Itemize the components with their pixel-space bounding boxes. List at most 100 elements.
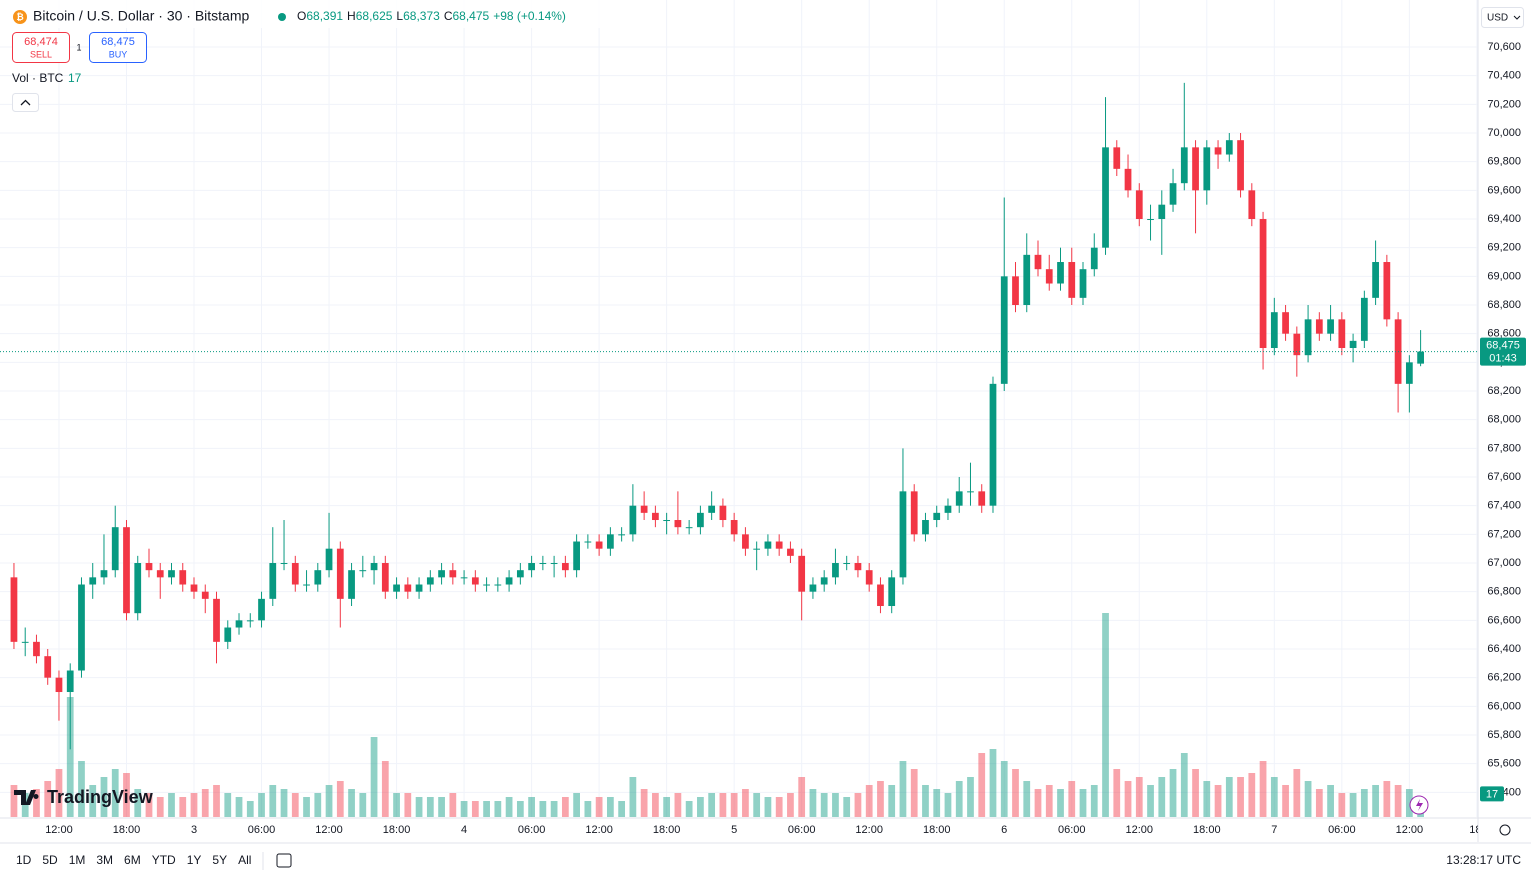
- y-tick-label: 66,400: [1487, 643, 1521, 655]
- candle-body: [832, 563, 839, 578]
- candle-body: [944, 505, 952, 513]
- logo-text[interactable]: TradingView: [47, 787, 154, 807]
- volume-bar: [303, 797, 310, 817]
- candle-body: [78, 584, 85, 671]
- x-tick-label: 18:00: [383, 824, 411, 836]
- range-button[interactable]: 1Y: [187, 853, 202, 867]
- range-button[interactable]: YTD: [152, 853, 176, 867]
- candle-body: [877, 584, 884, 607]
- sell-button[interactable]: [12, 32, 70, 63]
- volume-bar: [584, 801, 592, 817]
- range-button[interactable]: 5D: [42, 853, 58, 867]
- settings-icon[interactable]: [1499, 824, 1511, 836]
- volume-bar: [550, 801, 558, 817]
- volume-bar: [89, 785, 97, 817]
- candle-body: [246, 620, 254, 622]
- volume-bar: [865, 785, 873, 817]
- collapse-button[interactable]: [12, 93, 39, 112]
- volume-bar: [426, 797, 434, 817]
- candle-body: [775, 541, 783, 549]
- volume-value: 17: [68, 71, 82, 85]
- x-tick-label: 18:00: [923, 824, 951, 836]
- candle-body: [303, 584, 310, 586]
- volume-bar: [449, 793, 457, 817]
- ohlc-value: 68,475: [452, 9, 489, 23]
- symbol-title[interactable]: Bitcoin / U.S. Dollar · 30 · Bitstamp: [33, 8, 250, 24]
- volume-bar: [989, 749, 997, 817]
- candle-body: [539, 563, 547, 565]
- volume-bar: [1225, 777, 1233, 817]
- volume-bar: [1282, 785, 1289, 817]
- ohlc-legend: O68,391 H68,625 L68,373 C68,475 +98 (+0.14%): [297, 9, 566, 23]
- volume-bar: [640, 789, 648, 817]
- volume-bar: [944, 793, 952, 817]
- volume-bar: [415, 797, 423, 817]
- volume-bar: [1248, 773, 1256, 817]
- volume-bar: [528, 797, 535, 817]
- volume-bar: [280, 789, 288, 817]
- market-status: [278, 13, 286, 21]
- ohlc-key: O: [297, 9, 306, 23]
- candle-body: [1417, 351, 1424, 364]
- volume-bar: [663, 797, 671, 817]
- volume-bar: [573, 793, 580, 817]
- range-button[interactable]: All: [238, 853, 251, 867]
- volume-bar: [1113, 769, 1121, 817]
- y-tick-label: 67,800: [1487, 442, 1521, 454]
- ohlc-key: L: [396, 9, 403, 23]
- x-tick-label: 12:00: [315, 824, 343, 836]
- candle-body: [471, 577, 479, 585]
- buy-price: 68,475: [101, 36, 135, 48]
- range-button[interactable]: 6M: [124, 853, 141, 867]
- candle-body: [1293, 333, 1301, 356]
- candle-body: [123, 527, 130, 614]
- volume-bar: [1045, 785, 1053, 817]
- price-tag-countdown: 01:43: [1489, 353, 1517, 365]
- candle-body: [1169, 183, 1177, 205]
- candle-body: [89, 577, 97, 585]
- volume-bar: [1214, 785, 1222, 817]
- candle-body: [955, 491, 963, 506]
- volume-bar: [730, 793, 738, 817]
- volume-bar: [123, 773, 130, 817]
- volume-bar: [370, 737, 378, 817]
- y-tick-label: 69,000: [1487, 270, 1521, 282]
- coin-icon: [13, 10, 27, 24]
- candle-body: [1405, 362, 1413, 384]
- candle-body: [314, 570, 322, 585]
- candle-body: [1315, 319, 1323, 334]
- date-range-icon[interactable]: [276, 853, 292, 868]
- x-tick-label: 5: [731, 824, 737, 836]
- volume-bar: [359, 793, 367, 817]
- candle-body: [1214, 147, 1222, 155]
- candle-body: [753, 548, 761, 550]
- volume-bar: [1135, 777, 1143, 817]
- candle-body: [1068, 262, 1076, 298]
- range-button[interactable]: 1M: [69, 853, 86, 867]
- buy-button[interactable]: [89, 32, 147, 63]
- candle-body: [854, 563, 862, 571]
- range-button[interactable]: 1D: [16, 853, 32, 867]
- volume-bar: [967, 777, 974, 817]
- currency-button[interactable]: [1481, 7, 1524, 28]
- candle-body: [742, 534, 749, 549]
- volume-bar: [179, 797, 187, 817]
- candle-body: [708, 505, 716, 513]
- assistant-bolt: [1416, 799, 1423, 811]
- volume-bar: [1068, 781, 1076, 817]
- volume-bar: [1012, 769, 1019, 817]
- range-button[interactable]: 5Y: [212, 853, 227, 867]
- candle-body: [258, 598, 265, 621]
- volume-bar: [899, 761, 907, 817]
- volume-bar: [685, 801, 693, 817]
- candle-body: [1372, 262, 1379, 298]
- currency: USD: [1487, 13, 1508, 24]
- candle-body: [1259, 219, 1267, 349]
- x-tick-label: 06:00: [1058, 824, 1086, 836]
- candle-body: [1192, 147, 1199, 191]
- range-button[interactable]: 3M: [96, 853, 113, 867]
- volume-bar: [1237, 777, 1244, 817]
- volume-bar: [1383, 781, 1391, 817]
- candle-body: [652, 512, 659, 521]
- volume-bar: [291, 793, 299, 817]
